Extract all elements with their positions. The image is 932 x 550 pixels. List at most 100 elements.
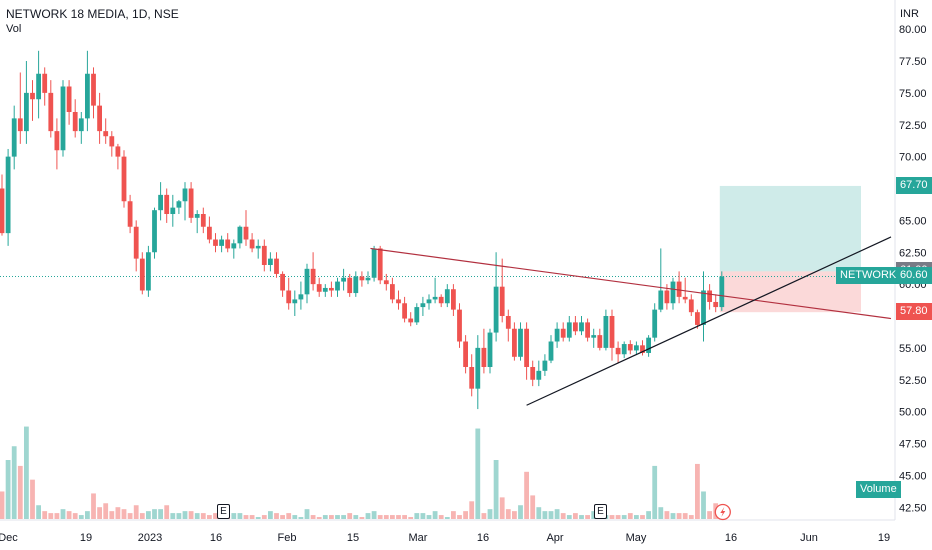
- candle-body: [408, 318, 414, 323]
- candle-body: [237, 226, 243, 244]
- candle-body: [487, 332, 493, 367]
- volume-bar: [512, 511, 517, 519]
- volume-bar: [268, 511, 273, 519]
- volume-bar: [261, 515, 267, 519]
- candle-body: [335, 281, 340, 291]
- candle-body: [286, 290, 292, 304]
- earnings-marker[interactable]: E: [594, 504, 607, 519]
- earnings-marker[interactable]: E: [217, 504, 230, 519]
- candle-body: [414, 307, 420, 323]
- candle-body: [560, 328, 566, 338]
- volume-bar: [347, 513, 353, 519]
- x-tick-label: Apr: [546, 532, 563, 544]
- volume-bar: [469, 501, 475, 519]
- volume-bar: [579, 515, 584, 519]
- candle-body: [231, 243, 237, 249]
- candle-body: [695, 312, 700, 325]
- candle-body: [359, 276, 365, 281]
- volume-bar: [371, 511, 377, 519]
- y-tick-label: 50.00: [899, 407, 927, 419]
- volume-bar: [231, 513, 237, 519]
- volume-bar: [60, 509, 66, 519]
- candle-body: [658, 290, 664, 310]
- candle-body: [36, 73, 41, 100]
- volume-bar: [176, 513, 182, 519]
- volume-bar: [213, 513, 218, 519]
- candle-body: [579, 322, 584, 332]
- volume-bar: [72, 513, 78, 519]
- x-tick-label: 16: [210, 532, 222, 544]
- candle-body: [451, 289, 456, 310]
- candle-body: [255, 245, 261, 249]
- candle-body: [54, 131, 60, 151]
- candle-body: [371, 248, 377, 278]
- candle-body: [353, 276, 359, 294]
- candle-body: [634, 345, 639, 351]
- candle-body: [438, 296, 444, 304]
- volume-bar: [341, 515, 346, 519]
- candle-body: [42, 73, 48, 93]
- candle-body: [72, 112, 78, 132]
- candle-body: [603, 316, 609, 348]
- volume-bar: [634, 515, 639, 519]
- candle-body: [176, 201, 182, 208]
- volume-indicator-label[interactable]: Vol: [6, 23, 22, 35]
- target-price-tag: 67.70: [896, 176, 932, 194]
- volume-bar: [109, 511, 115, 519]
- candle-body: [261, 245, 267, 265]
- volume-bar: [200, 513, 206, 519]
- profit-zone: [719, 185, 861, 272]
- volume-bar: [42, 511, 48, 519]
- volume-bar: [396, 515, 401, 519]
- volume-bar: [609, 515, 615, 519]
- volume-bar: [139, 513, 145, 519]
- trendline-upper: [370, 247, 892, 320]
- last-price-tag: 60.60: [896, 267, 932, 285]
- volume-bar: [146, 511, 151, 519]
- candle-body: [377, 248, 383, 281]
- candle-body: [280, 273, 285, 291]
- candle-body: [85, 73, 90, 119]
- y-tick-label: 75.00: [899, 88, 927, 100]
- candle-body: [707, 290, 712, 302]
- candle-body: [566, 322, 572, 338]
- volume-bar: [573, 513, 578, 519]
- candle-body: [554, 328, 560, 342]
- candle-body: [512, 328, 517, 357]
- volume-bar: [566, 515, 572, 519]
- candle-body: [194, 214, 200, 218]
- volume-bar: [475, 428, 481, 519]
- candle-body: [109, 136, 115, 147]
- volume-bar: [560, 513, 566, 519]
- candle-body: [158, 194, 163, 211]
- volume-legend-tag[interactable]: Volume: [856, 481, 901, 498]
- volume-bar: [621, 515, 627, 519]
- volume-bar: [591, 511, 597, 519]
- volume-bar: [688, 515, 694, 519]
- lightning-glyph: [720, 507, 726, 517]
- candle-body: [298, 294, 304, 300]
- volume-bar: [30, 479, 35, 519]
- x-tick-label: Mar: [409, 532, 428, 544]
- volume-bar: [329, 515, 334, 519]
- candle-body: [341, 277, 346, 282]
- volume-bar: [280, 515, 285, 519]
- candle-body: [66, 86, 72, 112]
- candle-body: [396, 299, 401, 304]
- volume-bar: [255, 517, 261, 519]
- candle-body: [170, 207, 176, 214]
- volume-bar: [481, 513, 487, 519]
- volume-bar: [54, 513, 60, 519]
- candle-body: [530, 367, 536, 380]
- candle-body: [585, 322, 590, 338]
- candle-body: [664, 290, 670, 304]
- volume-bar: [158, 509, 163, 519]
- candle-body: [621, 344, 627, 355]
- candle-body: [383, 280, 389, 285]
- x-tick-label: 19: [80, 532, 92, 544]
- volume-bar: [103, 503, 109, 519]
- volume-bar: [518, 505, 523, 519]
- candle-body: [390, 284, 395, 300]
- candle-body: [615, 347, 621, 355]
